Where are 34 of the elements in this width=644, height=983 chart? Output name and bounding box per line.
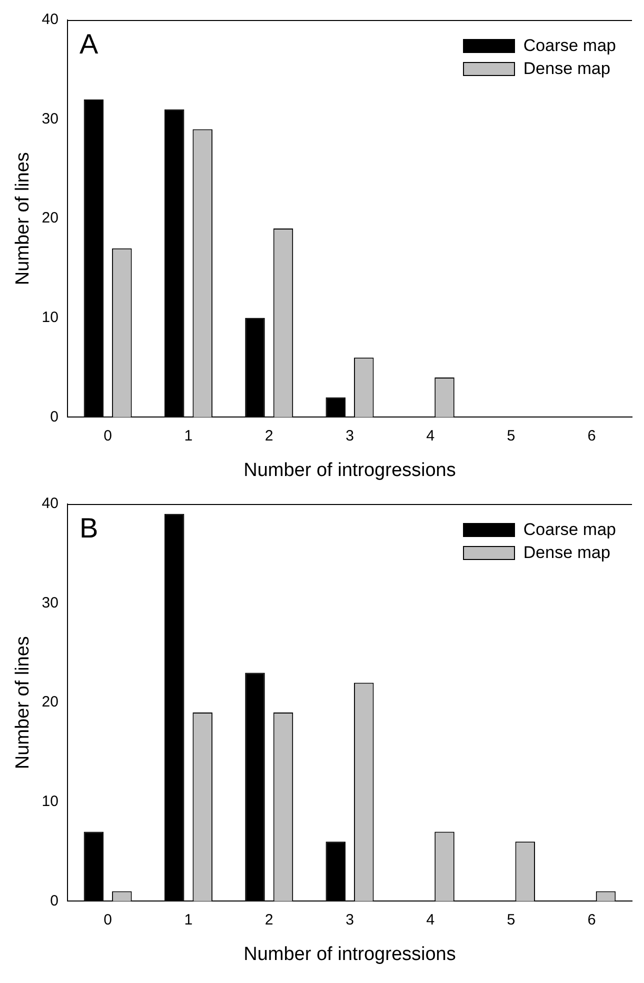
x-tick-label: 5 xyxy=(506,427,516,444)
x-tick-label: 6 xyxy=(588,427,596,444)
y-tick-label: 40 xyxy=(42,495,58,512)
x-tick-label: 0 xyxy=(104,911,112,928)
y-tick-label: 0 xyxy=(50,408,58,426)
y-tick-label: 10 xyxy=(42,793,58,810)
y-tick-label: 0 xyxy=(50,892,58,910)
x-tick-label: 2 xyxy=(264,911,274,928)
y-tick-label: 30 xyxy=(42,594,58,612)
x-tick-label: 1 xyxy=(184,427,193,444)
y-tick-label: 20 xyxy=(42,210,58,227)
annotation: A xyxy=(79,28,98,60)
legend-label: Dense map xyxy=(523,59,610,79)
legend-label: Coarse map xyxy=(523,520,616,540)
x-tick-label: 3 xyxy=(346,427,354,444)
x-tick-label: 4 xyxy=(426,911,435,928)
y-tick-label: 30 xyxy=(42,110,58,128)
y-tick-label: 20 xyxy=(42,694,58,711)
x-tick-label: 2 xyxy=(264,427,274,444)
y-tick-label: 40 xyxy=(42,11,58,28)
x-axis-title: Number of introgressions xyxy=(244,460,456,481)
legend-label: Dense map xyxy=(523,543,610,563)
x-tick-label: 6 xyxy=(588,911,596,928)
x-tick-label: 1 xyxy=(184,911,193,928)
x-tick-label: 4 xyxy=(426,427,435,444)
annotation: B xyxy=(79,512,98,544)
y-tick-label: 10 xyxy=(42,309,58,326)
y-axis-title: Number of lines xyxy=(12,636,34,770)
legend-label: Coarse map xyxy=(523,36,616,56)
x-tick-label: 5 xyxy=(506,911,516,928)
x-tick-label: 0 xyxy=(104,427,112,444)
x-tick-label: 3 xyxy=(346,911,354,928)
y-axis-title: Number of lines xyxy=(12,152,34,286)
x-axis-title: Number of introgressions xyxy=(244,944,456,965)
